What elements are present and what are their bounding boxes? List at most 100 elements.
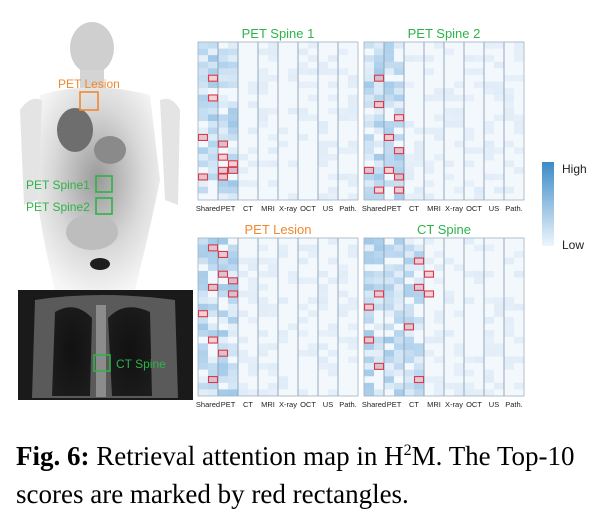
attention-cell [474,244,484,252]
attention-cell [348,251,358,258]
column-label: Shared [362,400,386,409]
attention-cell [394,88,404,95]
attention-cell [248,389,258,396]
attention-cell [384,297,394,304]
attention-cell [374,140,384,148]
attention-cell [228,74,238,82]
attention-cell [474,277,484,285]
attention-cell [364,140,374,148]
attention-cell [434,94,444,102]
attention-cell [298,107,308,115]
top10-mark [423,290,435,298]
attention-cell [414,356,424,364]
attention-cell [248,290,258,298]
attention-cell [208,303,218,311]
attention-cell [278,244,288,252]
attention-cell [238,356,248,364]
attention-cell [514,251,524,258]
attention-cell [328,389,338,396]
attention-cell [404,270,414,278]
attention-cell [434,127,444,135]
attention-cell [208,121,218,128]
top10-mark [393,147,405,155]
top10-mark [217,349,229,357]
attention-cell [444,121,454,128]
attention-cell [268,180,278,187]
attention-cell [228,251,238,258]
roi-box [93,354,111,372]
attention-cell [218,290,228,298]
attention-cell [208,127,218,135]
attention-cell [424,55,434,62]
attention-cell [434,317,444,324]
attention-cell [218,186,228,194]
attention-cell [348,244,358,252]
attention-cell [514,382,524,390]
top10-mark [207,375,219,384]
attention-cell [198,94,208,102]
caption-label: Fig. 6: [16,441,90,471]
attention-cell [238,336,248,344]
attention-cell [364,257,374,265]
attention-cell [228,55,238,62]
attention-cell [464,134,474,141]
attention-cell [494,303,504,311]
attention-cell [434,310,444,317]
attention-cell [228,264,238,271]
attention-cell [494,61,504,69]
attention-cell [218,264,228,271]
attention-cell [248,277,258,285]
attention-cell [404,290,414,298]
attention-cell [414,160,424,168]
attention-cell [374,153,384,161]
column-label: Path. [505,204,523,213]
attention-cell [278,297,288,304]
attention-cell [278,140,288,148]
colorbar-legend: High Low [542,162,587,252]
attention-cell [258,88,268,95]
attention-cell [288,160,298,168]
attention-cell [474,55,484,62]
attention-cell [228,134,238,141]
attention-cell [454,264,464,271]
attention-cell [258,297,268,304]
attention-cell [228,147,238,154]
attention-cell [364,121,374,128]
attention-cell [424,94,434,102]
attention-cell [338,147,348,154]
attention-cell [258,363,268,370]
top10-mark [227,166,239,174]
attention-cell [288,323,298,331]
attention-cell [318,147,328,154]
attention-cell [248,317,258,324]
attention-cell [404,238,414,245]
attention-cell [308,297,318,304]
attention-cell [258,330,268,337]
column-label: OCT [300,400,316,409]
attention-cell [238,270,248,278]
column-label: PET [221,204,236,213]
attention-cell [208,389,218,396]
attention-cell [288,107,298,115]
attention-cell [404,303,414,311]
ct-image [18,290,193,400]
attention-cell [414,244,424,252]
attention-cell [474,147,484,154]
attention-cell [414,297,424,304]
attention-cell [384,290,394,298]
attention-cell [218,94,228,102]
attention-cell [198,238,208,245]
attention-cell [414,349,424,357]
attention-cell [198,257,208,265]
attention-cell [494,114,504,121]
attention-cell [504,297,514,304]
attention-cell [394,167,404,174]
attention-cell [248,88,258,95]
attention-cell [258,48,268,56]
top10-mark [227,277,239,285]
attention-cell [218,193,228,200]
column-label: OCT [466,400,482,409]
attention-cell [338,310,348,317]
attention-cell [198,186,208,194]
pet-roi-label: PET Spine2 [26,200,90,214]
